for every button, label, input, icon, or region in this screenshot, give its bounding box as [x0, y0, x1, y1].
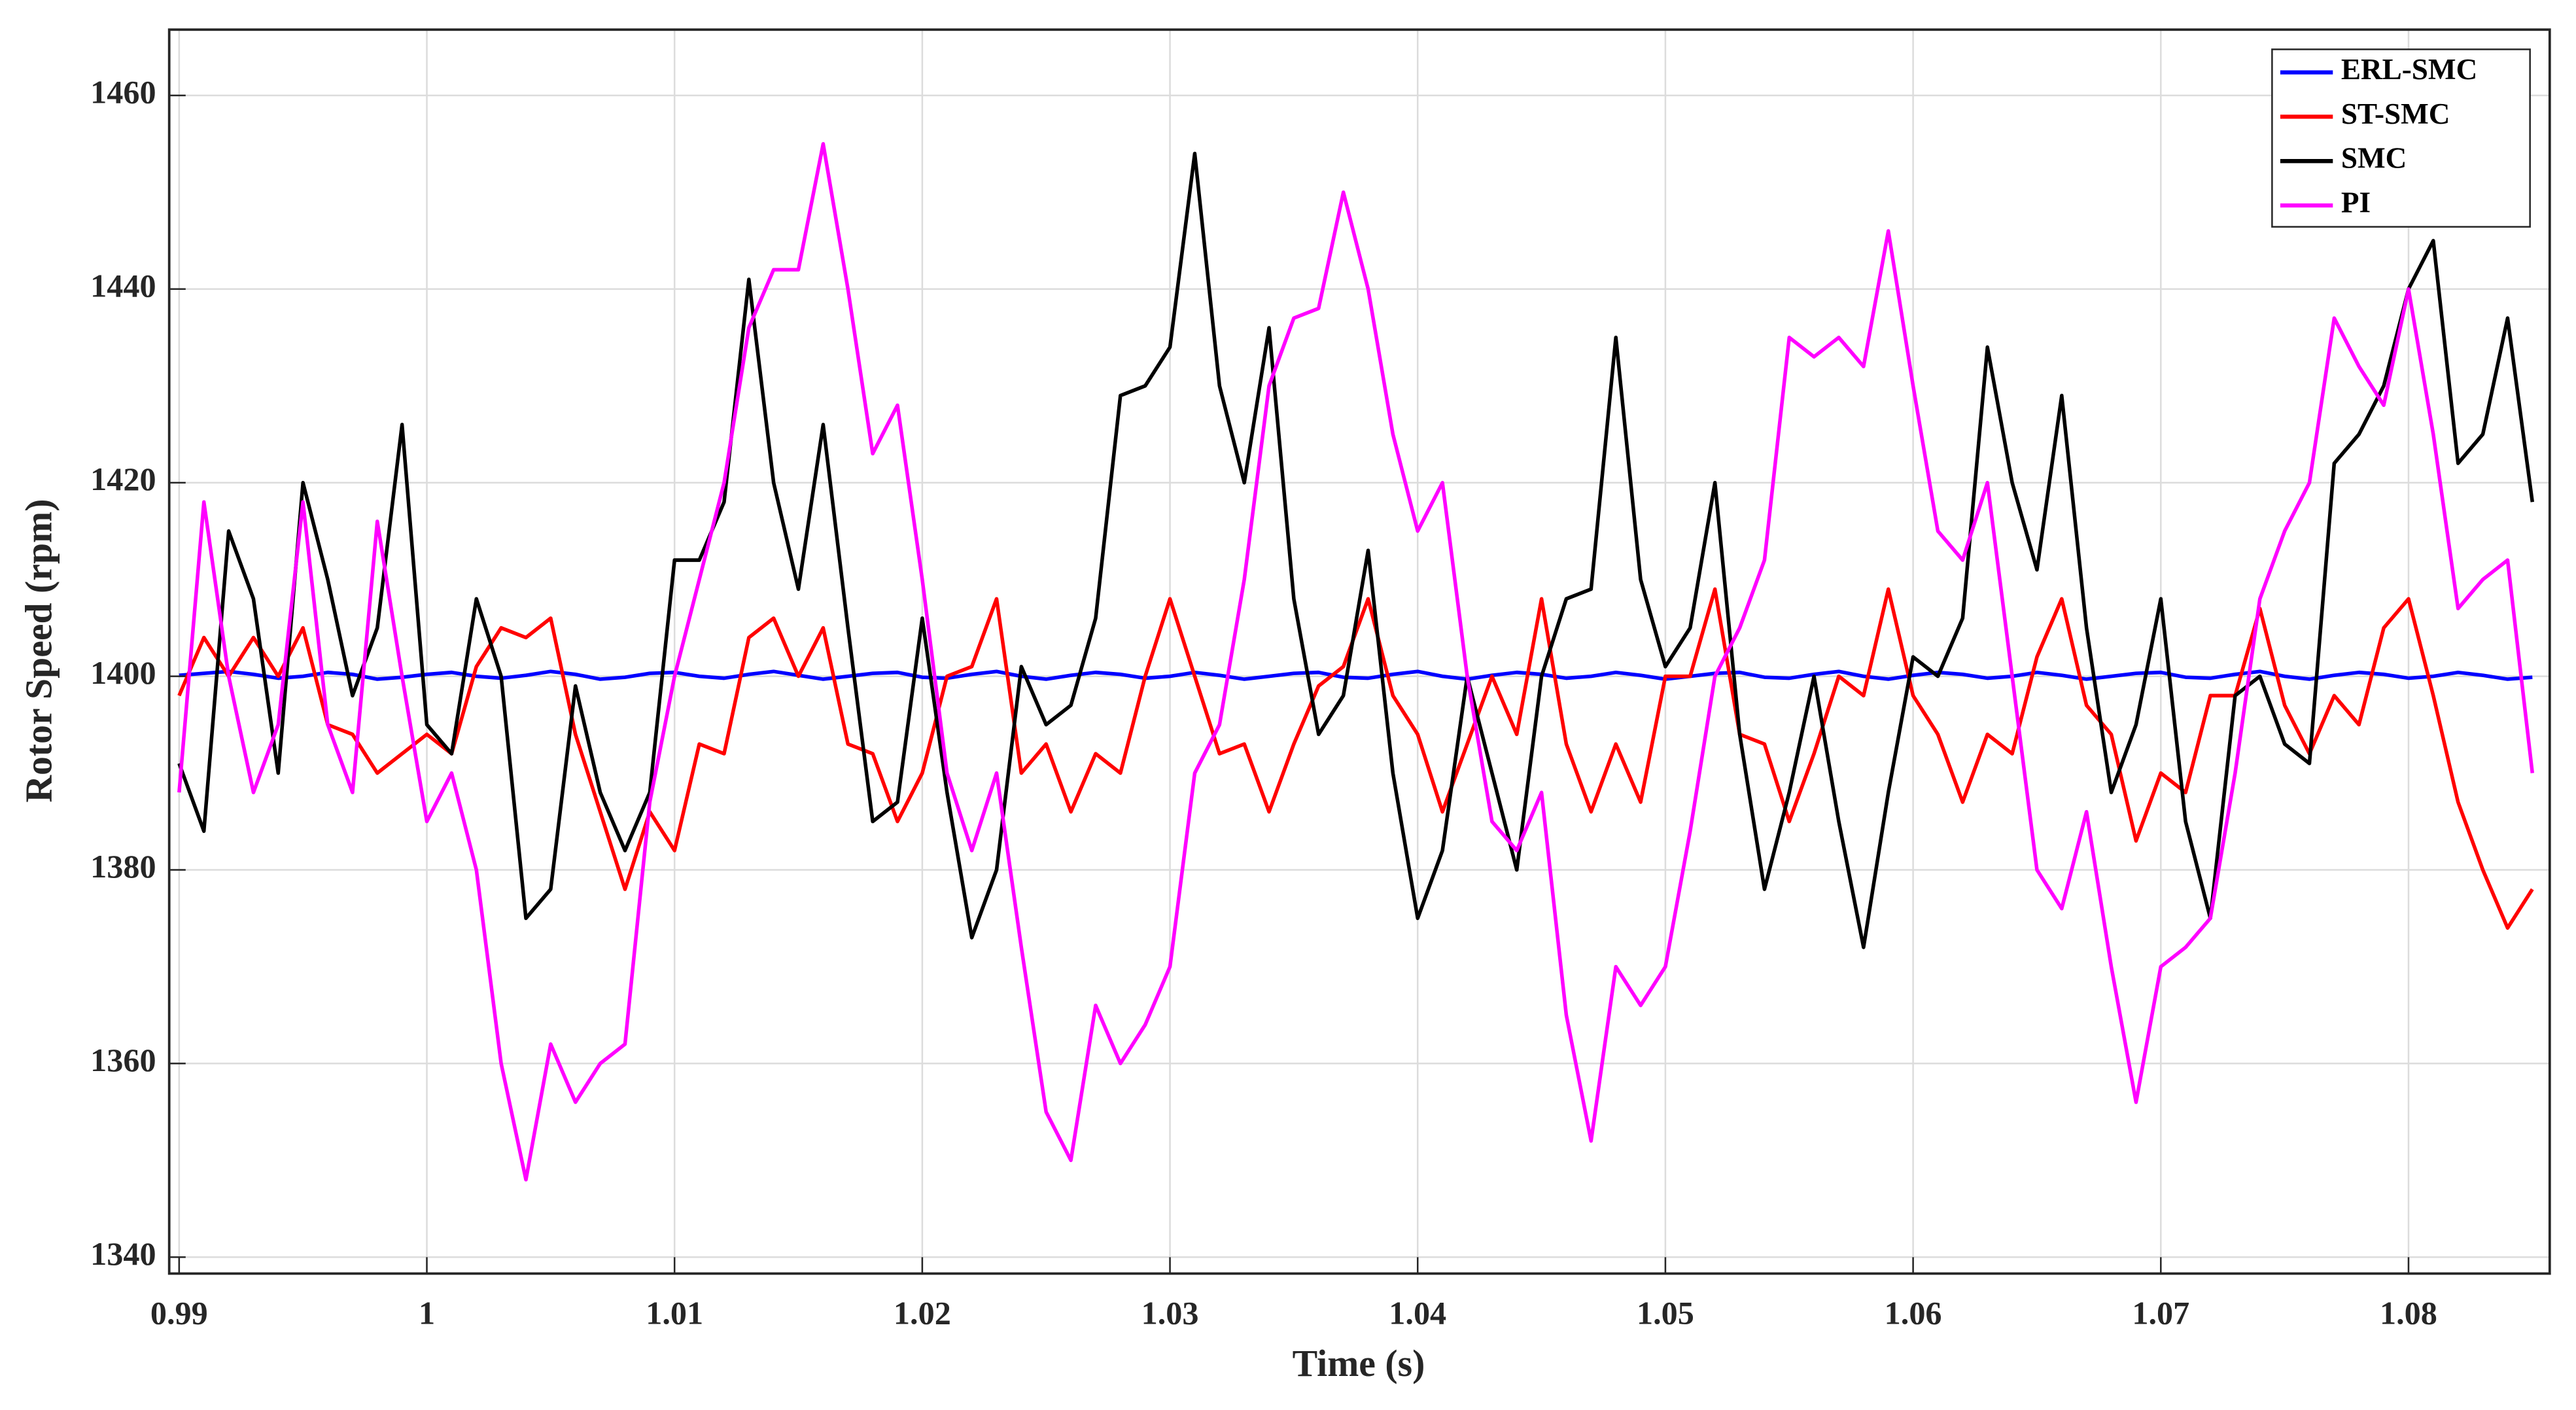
- x-tick-label: 1.08: [2380, 1294, 2437, 1331]
- y-tick-label: 1420: [90, 461, 156, 497]
- y-axis-label: Rotor Speed (rpm): [19, 499, 60, 803]
- x-tick-label: 1.01: [646, 1294, 703, 1331]
- x-tick-label: 1.06: [1885, 1294, 1942, 1331]
- legend-label: ST-SMC: [2341, 97, 2450, 130]
- series-line: [177, 142, 2535, 1182]
- series-line: [179, 669, 2533, 681]
- y-tick-label: 1460: [90, 73, 156, 110]
- legend-label: SMC: [2341, 142, 2407, 175]
- axes-box: [167, 28, 2551, 1275]
- legend: ERL-SMC ST-SMC SMC PI: [2271, 48, 2531, 228]
- x-tick-label: 1.03: [1141, 1294, 1199, 1331]
- x-tick-label: 1.07: [2132, 1294, 2189, 1331]
- legend-label: ERL-SMC: [2341, 53, 2477, 86]
- legend-label: PI: [2341, 186, 2371, 219]
- x-axis-label: Time (s): [1293, 1343, 1425, 1384]
- plot-area: [177, 142, 2535, 1182]
- series-line: [177, 151, 2535, 949]
- y-tick-label: 1380: [90, 848, 156, 885]
- x-tick-label: 1: [419, 1294, 435, 1331]
- y-tick-label: 1440: [90, 267, 156, 304]
- x-tick-label: 1.04: [1389, 1294, 1446, 1331]
- y-tick-label: 1340: [90, 1235, 156, 1272]
- x-tick-label: 0.99: [150, 1294, 208, 1331]
- y-tick-label: 1400: [90, 654, 156, 691]
- legend-box: [2271, 48, 2531, 228]
- x-tick-label: 1.02: [894, 1294, 951, 1331]
- x-tick-label: 1.05: [1637, 1294, 1694, 1331]
- y-tick-label: 1360: [90, 1042, 156, 1078]
